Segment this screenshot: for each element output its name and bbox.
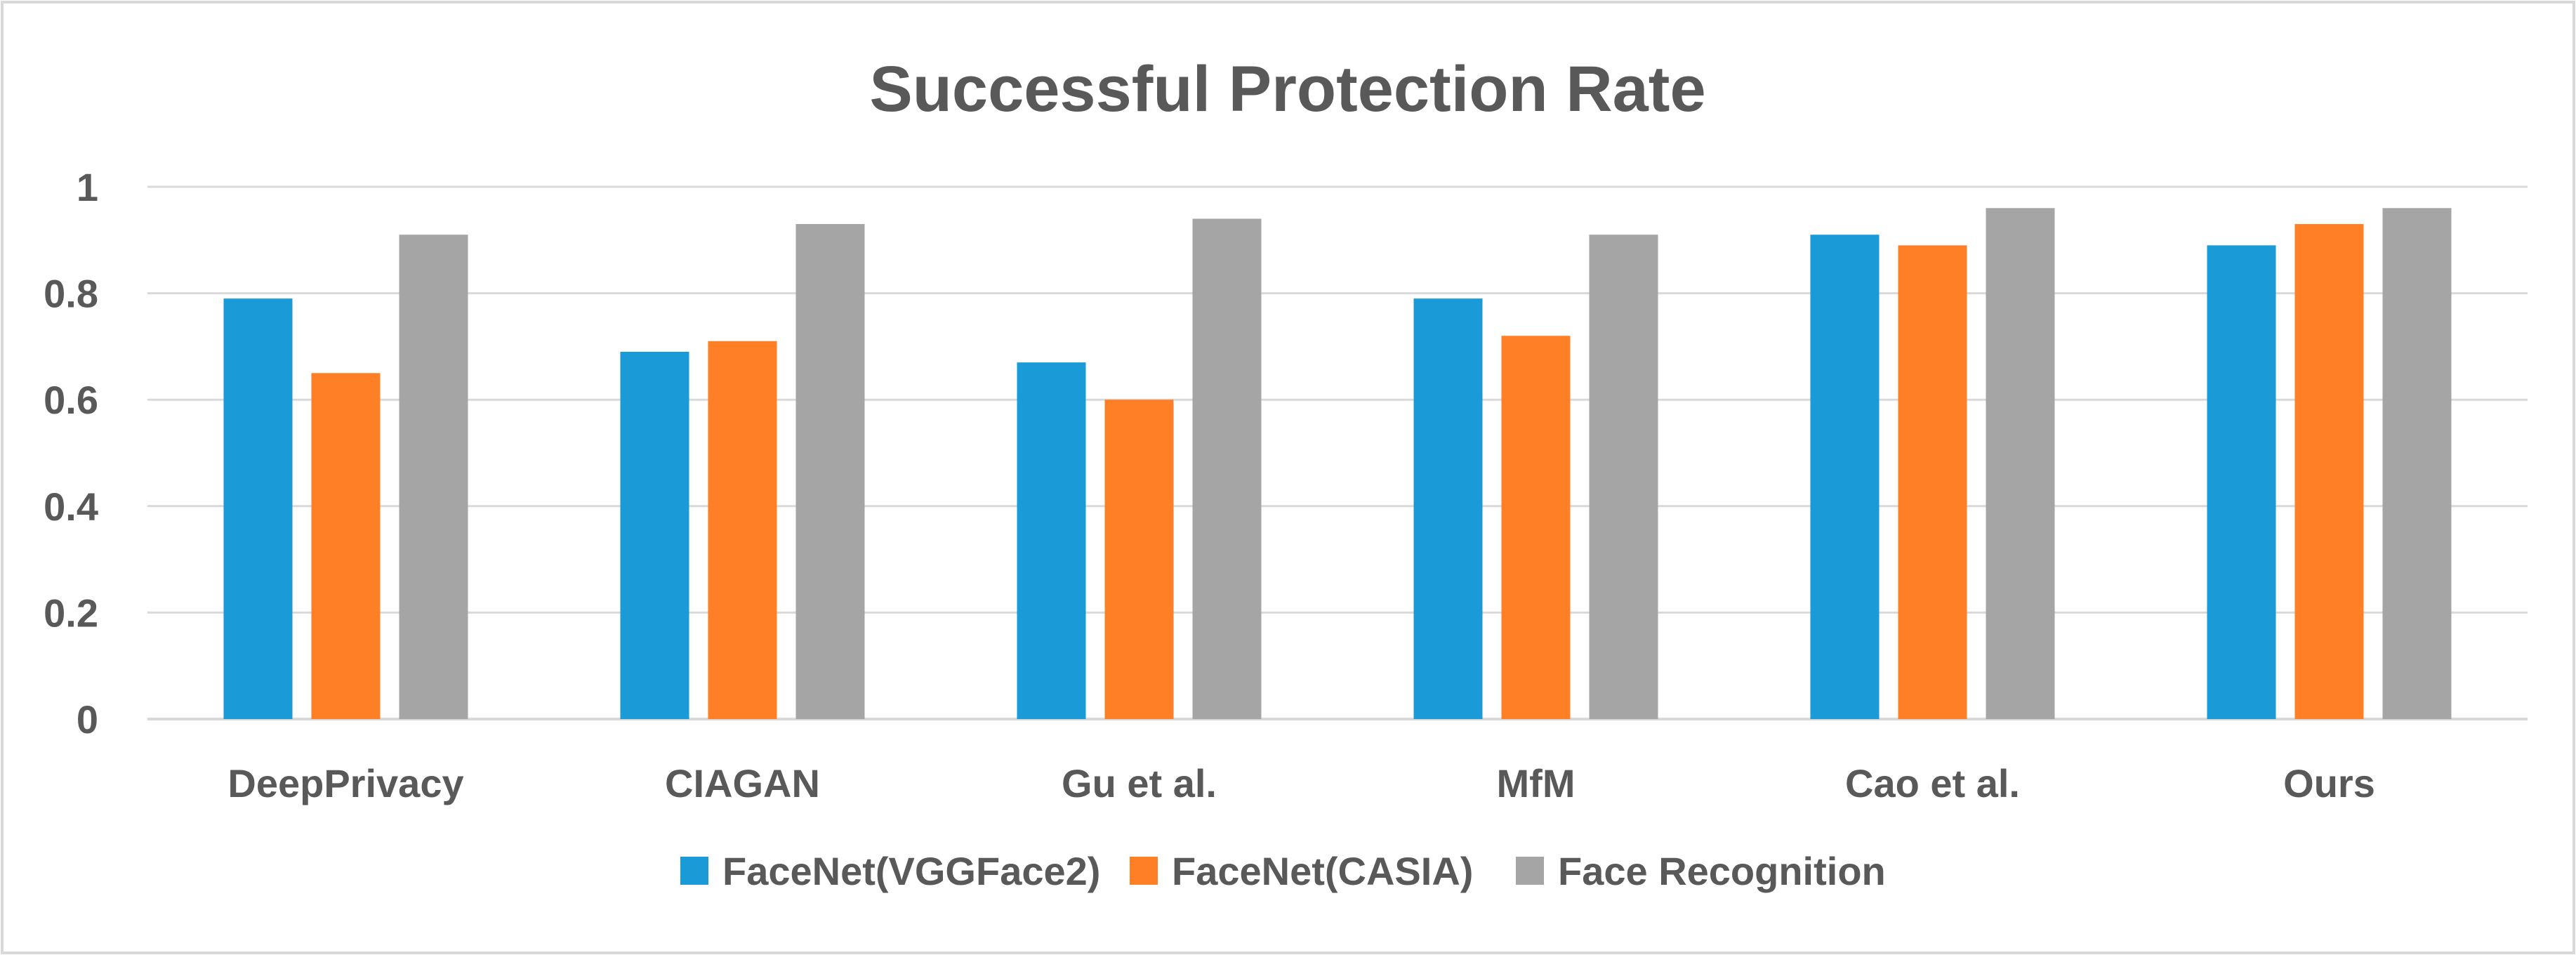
- bars: [223, 208, 2452, 720]
- y-tick-label: 0.6: [44, 378, 98, 422]
- y-tick-label: 1: [77, 165, 98, 209]
- bar-facenet-casia-ciagan: [708, 341, 777, 719]
- bar-facenet-vggface2-gu-et-al: [1017, 362, 1086, 719]
- bar-face-recognition-gu-et-al: [1192, 218, 1262, 720]
- bar-facenet-casia-gu-et-al: [1104, 400, 1174, 719]
- legend-label-facenet-vggface2: FaceNet(VGGFace2): [722, 849, 1100, 893]
- legend: FaceNet(VGGFace2) FaceNet(CASIA) Face Reco…: [680, 849, 1886, 893]
- y-tick-label: 0.8: [44, 272, 98, 316]
- legend-label-face-recognition: Face Recognition: [1558, 849, 1886, 893]
- bar-facenet-vggface2-ciagan: [620, 351, 689, 720]
- bar-facenet-vggface2-cao-et-al: [1810, 235, 1880, 720]
- legend-label-facenet-casia: FaceNet(CASIA): [1172, 849, 1473, 893]
- bar-face-recognition-cao-et-al: [1986, 208, 2055, 719]
- x-tick-label: MfM: [1497, 761, 1576, 805]
- bar-face-recognition-ours: [2382, 208, 2452, 719]
- y-tick-label: 0.4: [44, 485, 98, 529]
- bar-facenet-vggface2-ours: [2207, 245, 2276, 719]
- gridlines: [147, 185, 2528, 720]
- bar-facenet-vggface2-deepprivacy: [223, 298, 293, 719]
- x-tick-label: DeepPrivacy: [227, 761, 463, 805]
- x-axis-category-labels: DeepPrivacy CIAGAN Gu et al. MfM Cao et al. O…: [227, 761, 2374, 805]
- legend-swatch-facenet-vggface2: [680, 857, 708, 885]
- bar-facenet-casia-deepprivacy: [311, 373, 381, 719]
- bar-face-recognition-mfm: [1589, 235, 1658, 720]
- bar-facenet-casia-ours: [2294, 224, 2364, 719]
- bar-facenet-casia-cao-et-al: [1898, 245, 1967, 719]
- legend-swatch-face-recognition: [1516, 857, 1544, 885]
- bar-face-recognition-deepprivacy: [399, 235, 468, 720]
- legend-swatch-facenet-casia: [1130, 857, 1158, 885]
- chart-title: Successful Protection Rate: [869, 53, 1705, 125]
- x-tick-label: Gu et al.: [1062, 761, 1217, 805]
- y-tick-label: 0: [77, 697, 98, 742]
- bar-facenet-vggface2-mfm: [1413, 298, 1483, 719]
- y-tick-label: 0.2: [44, 591, 98, 635]
- x-tick-label: Cao et al.: [1845, 761, 2020, 805]
- bar-facenet-casia-mfm: [1501, 336, 1571, 719]
- x-tick-label: Ours: [2283, 761, 2375, 805]
- x-tick-label: CIAGAN: [665, 761, 820, 805]
- y-axis-tick-labels: 0 0.2 0.4 0.6 0.8 1: [44, 165, 98, 742]
- bar-face-recognition-ciagan: [795, 224, 865, 719]
